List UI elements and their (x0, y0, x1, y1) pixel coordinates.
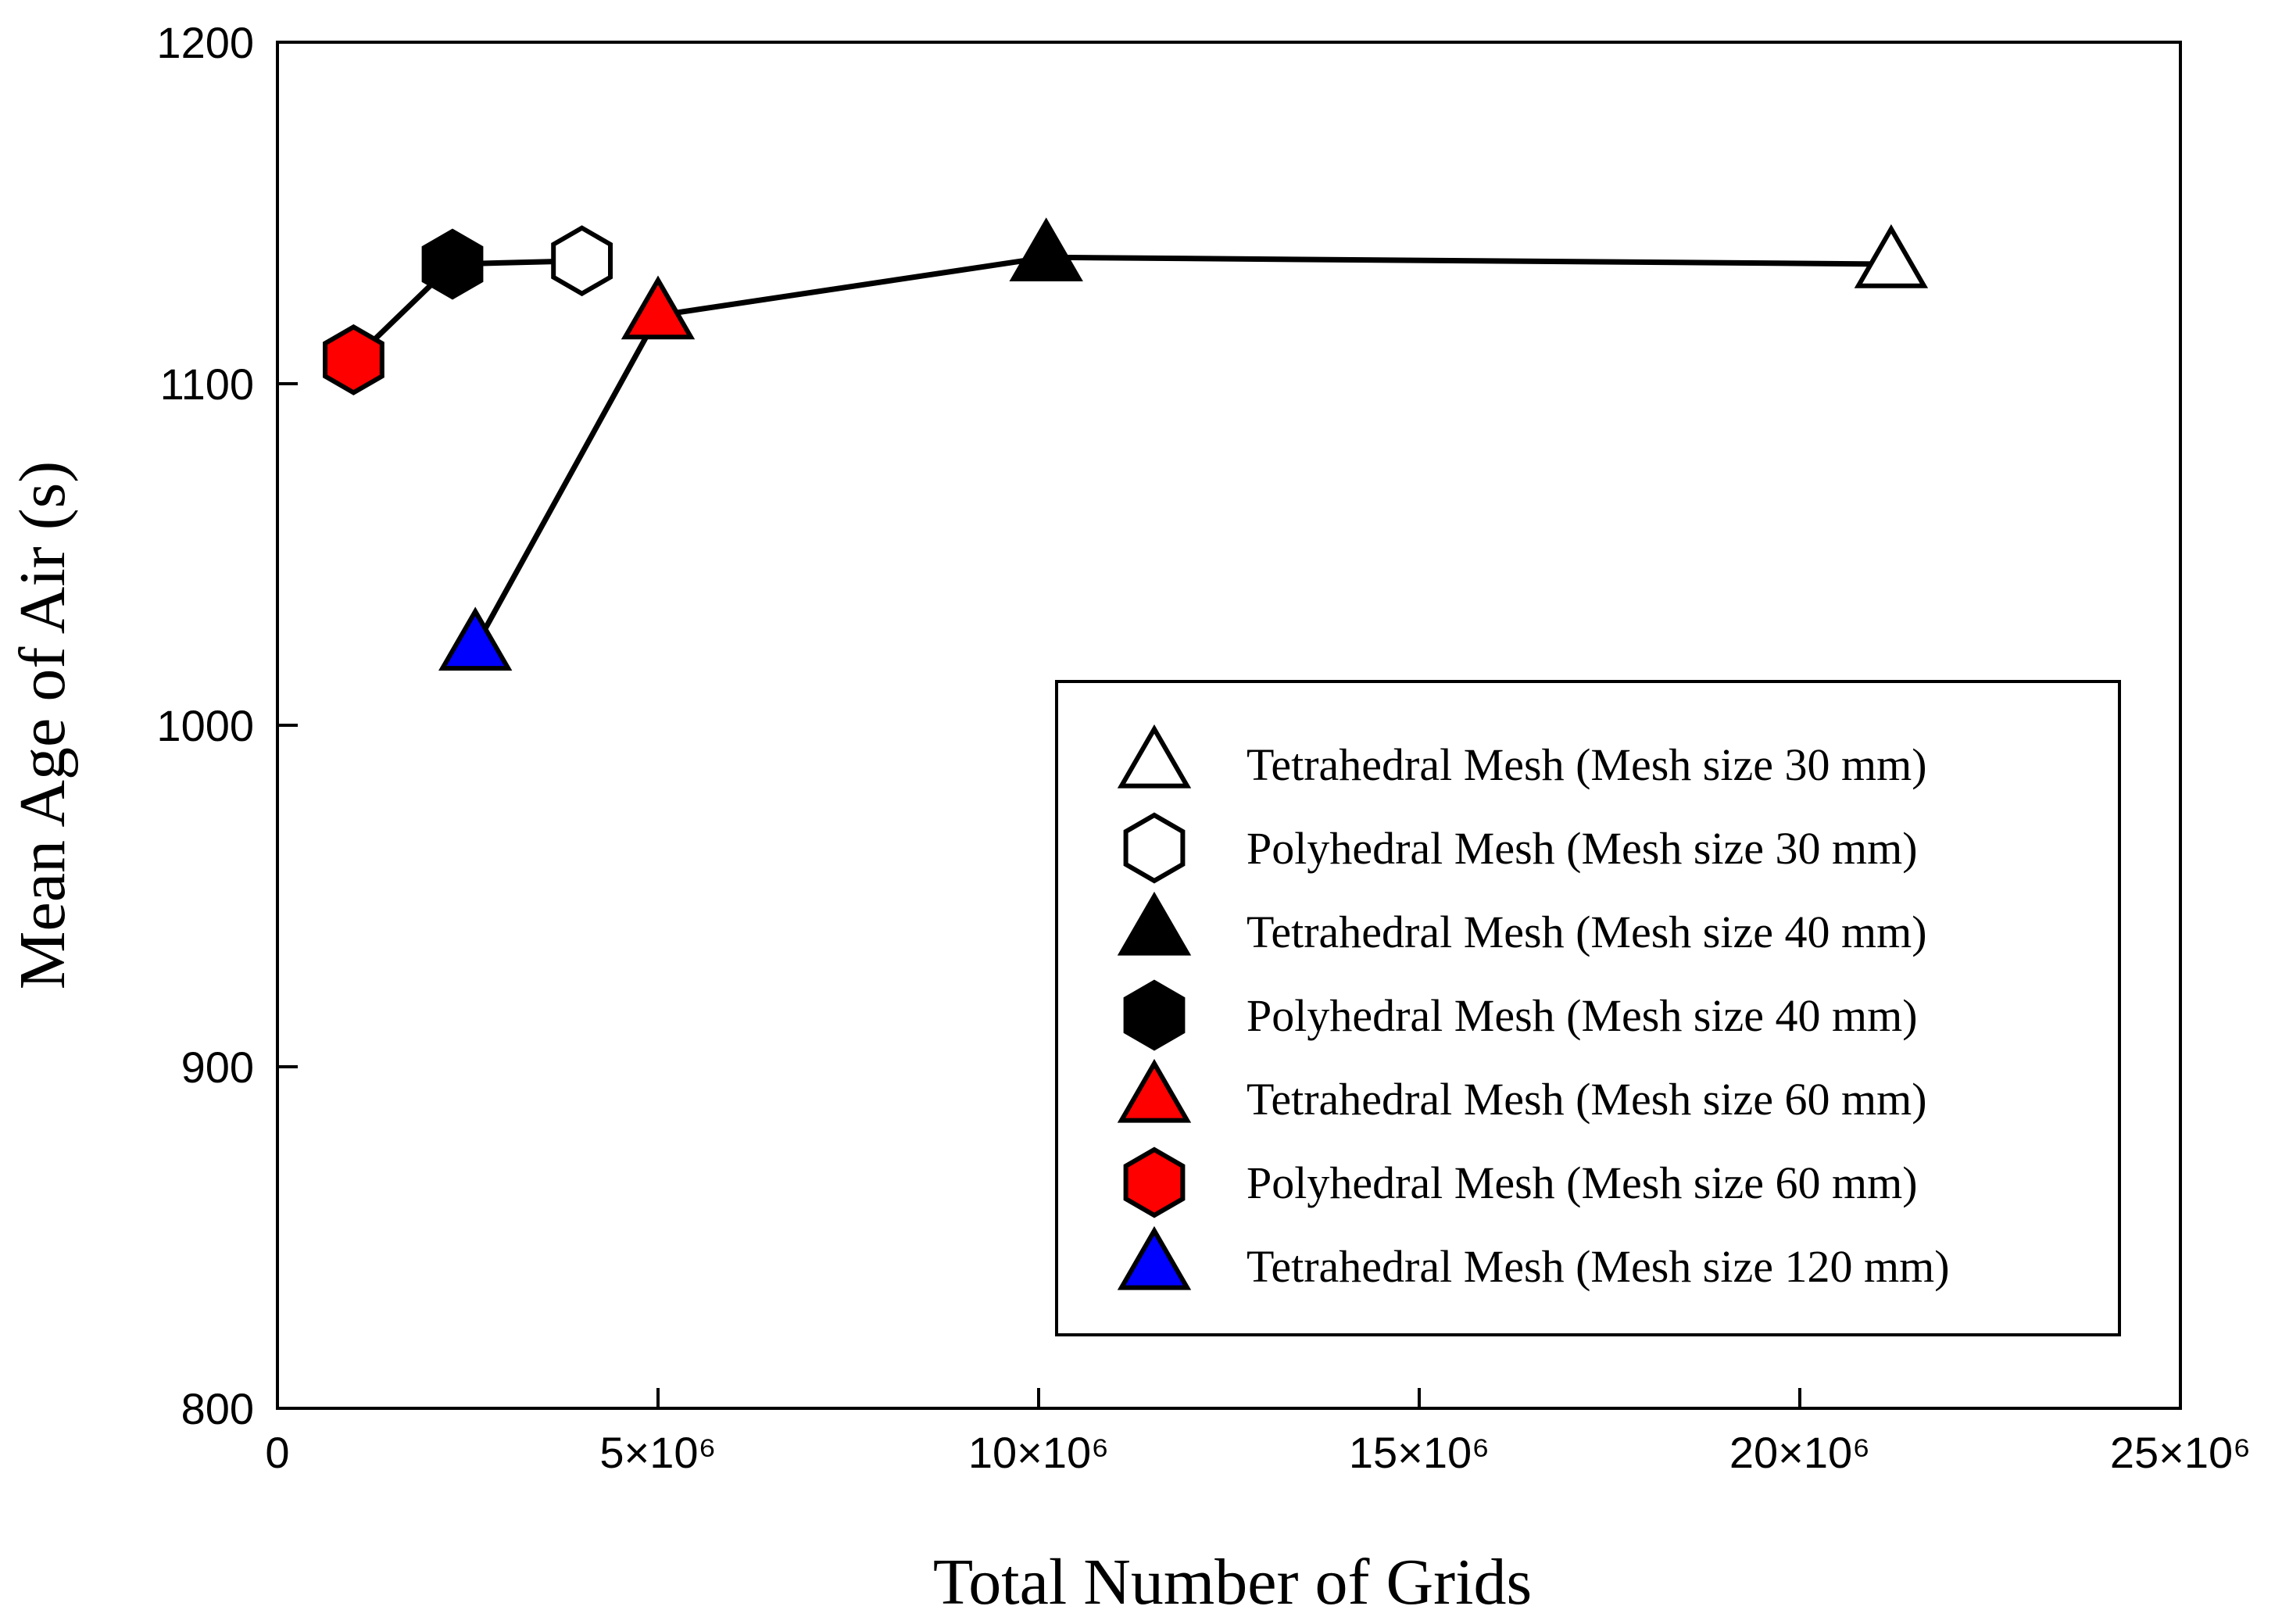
legend-hexagon-icon (1123, 812, 1186, 884)
y-tick-label: 900 (181, 1043, 254, 1092)
x-tick-label: 15×10⁶ (1349, 1428, 1490, 1477)
y-tick-label: 1100 (160, 359, 254, 409)
y-tick-label: 1200 (156, 18, 254, 67)
x-tick-label: 20×10⁶ (1729, 1428, 1870, 1477)
legend-triangle-icon (1117, 1058, 1192, 1123)
x-axis-title: Total Number of Grids (933, 1546, 1532, 1619)
legend-label: Polyhedral Mesh (Mesh size 60 mm) (1247, 1157, 1918, 1208)
triangle-data-point (1009, 217, 1083, 281)
legend-hexagon-icon (1123, 1146, 1186, 1218)
legend-label: Tetrahedral Mesh (Mesh size 60 mm) (1247, 1074, 1927, 1125)
triangle-data-point (438, 606, 513, 671)
legend-triangle-icon (1117, 891, 1192, 956)
triangle-data-point (621, 275, 696, 340)
data-markers (323, 217, 1929, 671)
legend-label: Polyhedral Mesh (Mesh size 40 mm) (1247, 990, 1918, 1041)
axis-ticks: 0 5×10⁶ 10×10⁶ 15×10⁶ 20×10⁶ 25×10⁶ 800 900 1000… (156, 18, 2251, 1477)
x-tick-label: 0 (265, 1428, 289, 1477)
x-tick-label: 10×10⁶ (968, 1428, 1109, 1477)
legend-box (1055, 680, 2121, 1336)
legend-label: Tetrahedral Mesh (Mesh size 40 mm) (1247, 907, 1927, 957)
triangle-data-point (1854, 224, 1929, 288)
legend-label: Polyhedral Mesh (Mesh size 30 mm) (1247, 823, 1918, 874)
legend-triangle-icon (1117, 1225, 1192, 1290)
x-tick-label: 25×10⁶ (2110, 1428, 2251, 1477)
y-tick-label: 1000 (156, 701, 254, 750)
tetrahedral-line (473, 254, 1891, 649)
x-tick-label: 5×10⁶ (599, 1428, 716, 1477)
hexagon-data-point (323, 324, 385, 395)
legend: Tetrahedral Mesh (Mesh size 30 mm) Polyhe… (1055, 680, 2121, 1336)
hexagon-data-point (551, 225, 613, 297)
legend-label: Tetrahedral Mesh (Mesh size 120 mm) (1247, 1241, 1950, 1292)
legend-hexagon-icon (1123, 979, 1186, 1051)
y-tick-label: 800 (181, 1384, 254, 1433)
legend-triangle-icon (1117, 724, 1192, 789)
y-axis-title: Mean Age of Air (s) (6, 461, 79, 990)
hexagon-data-point (421, 228, 484, 300)
series-lines (351, 254, 1891, 649)
legend-label: Tetrahedral Mesh (Mesh size 30 mm) (1247, 739, 1927, 790)
